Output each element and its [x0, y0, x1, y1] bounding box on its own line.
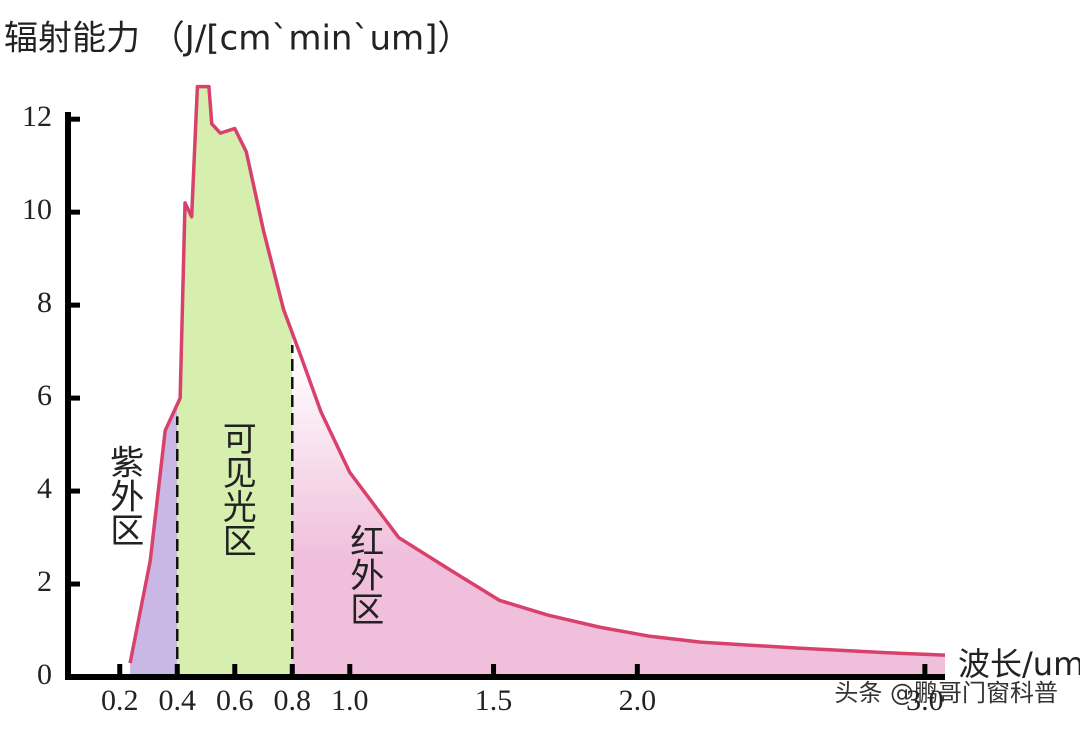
- x-tick-label: 2.0: [619, 684, 657, 717]
- x-tick-label: 1.0: [331, 684, 369, 717]
- x-axis-label: 波长/um: [958, 645, 1080, 683]
- chart-title: 辐射能力 （J/[cm`min`um]）: [4, 19, 471, 59]
- region-fade: [292, 333, 945, 677]
- watermark: 头条 @鹏哥门窗科普: [834, 679, 1058, 707]
- region-label: 紫外区: [104, 445, 144, 547]
- region-label: 红外区: [344, 524, 384, 626]
- x-tick-label: 0.6: [216, 684, 254, 717]
- x-tick-label: 0.4: [159, 684, 197, 717]
- y-tick-label: 12: [22, 100, 52, 133]
- y-tick-label: 0: [37, 658, 52, 691]
- y-tick-label: 2: [37, 565, 52, 598]
- y-tick-label: 8: [37, 286, 52, 319]
- region-label: 可见光区: [216, 421, 256, 557]
- y-tick-label: 10: [22, 193, 52, 226]
- x-tick-label: 3.0: [906, 684, 944, 717]
- x-tick-label: 0.8: [274, 684, 312, 717]
- y-tick-label: 4: [37, 472, 52, 505]
- x-tick-label: 0.2: [101, 684, 139, 717]
- x-tick-label: 1.5: [475, 684, 513, 717]
- y-tick-label: 6: [37, 379, 52, 412]
- line: [128, 84, 946, 664]
